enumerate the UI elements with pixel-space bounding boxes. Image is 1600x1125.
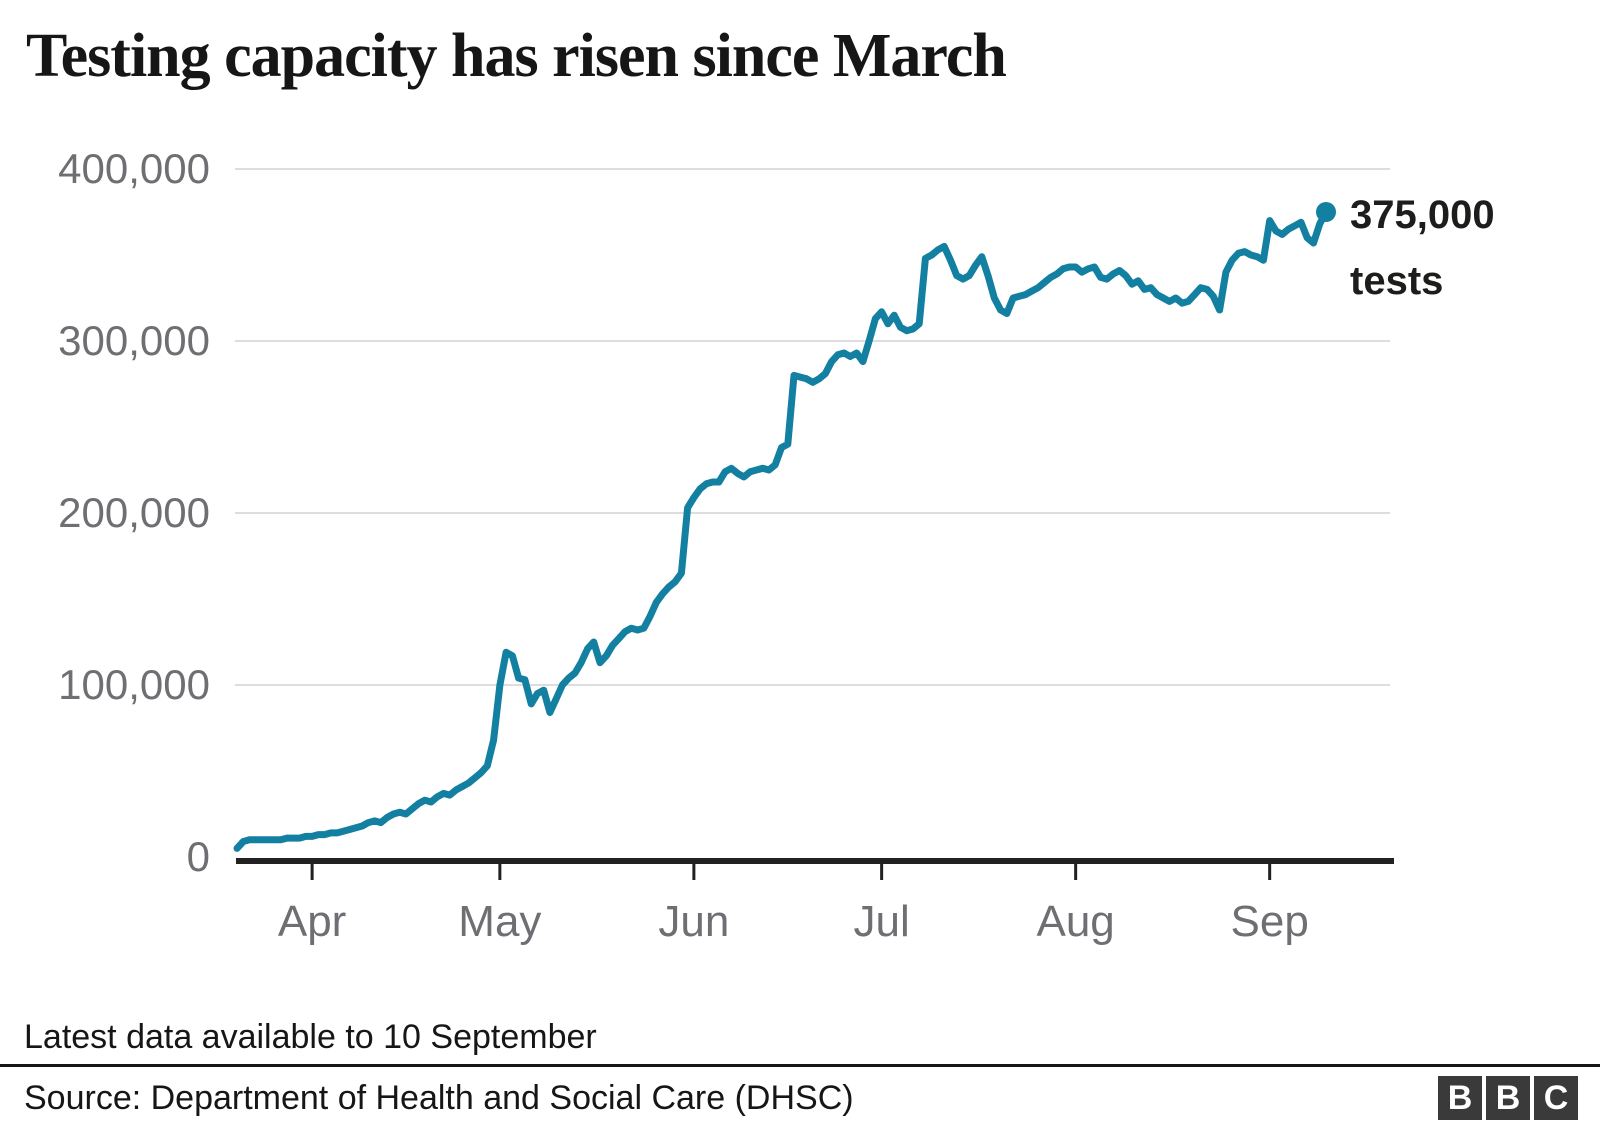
x-axis-line: [236, 858, 1394, 864]
last-data-point-dot: [1316, 202, 1336, 222]
x-axis-label-sep: Sep: [1230, 897, 1309, 946]
source-attribution: Source: Department of Health and Social …: [24, 1079, 854, 1117]
x-axis-label-aug: Aug: [1036, 897, 1115, 946]
footer-divider: [0, 1064, 1600, 1067]
bbc-logo-block-b1: B: [1438, 1076, 1482, 1120]
x-axis-label-jul: Jul: [853, 897, 910, 946]
x-axis-label-apr: Apr: [277, 897, 347, 946]
y-axis-label-100000: 100,000: [58, 661, 210, 708]
y-axis-label-0: 0: [186, 833, 210, 880]
x-axis-label-jun: Jun: [658, 897, 730, 946]
y-axis-label-200000: 200,000: [58, 489, 210, 536]
chart-title: Testing capacity has risen since March: [26, 22, 1007, 90]
bbc-logo-block-c: C: [1534, 1076, 1578, 1120]
data-availability-note: Latest data available to 10 September: [24, 1018, 597, 1056]
last-point-unit: tests: [1350, 259, 1444, 303]
y-axis-label-300000: 300,000: [58, 317, 210, 364]
last-point-annotation: 375,000 tests: [1350, 182, 1495, 314]
y-axis-label-400000: 400,000: [58, 145, 210, 192]
x-axis-label-may: May: [458, 897, 542, 946]
last-point-value: 375,000: [1350, 193, 1495, 237]
bbc-logo: B B C: [1438, 1076, 1578, 1120]
testing-capacity-line: [233, 208, 1330, 852]
bbc-logo-block-b2: B: [1486, 1076, 1530, 1120]
